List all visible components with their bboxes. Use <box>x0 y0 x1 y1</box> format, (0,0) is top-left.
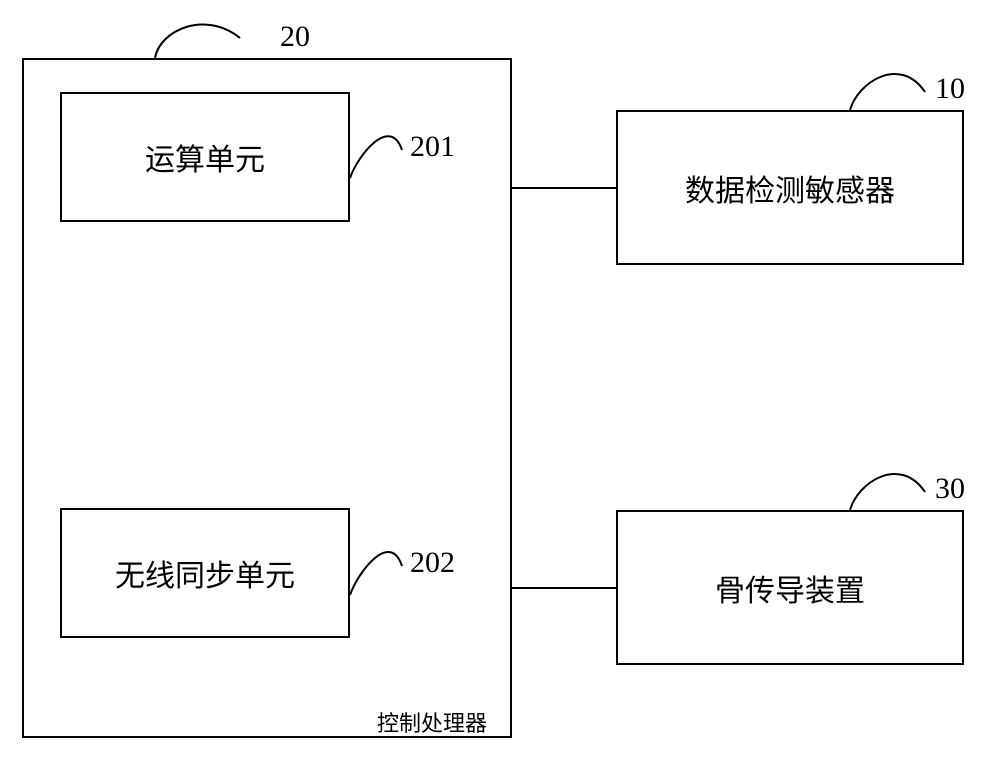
diagram-canvas: 控制处理器 运算单元 无线同步单元 数据检测敏感器 骨传导装置 20 201 2… <box>0 0 1000 770</box>
connectors-group <box>512 188 616 588</box>
block-compute-unit: 运算单元 <box>60 92 350 222</box>
block-wireless-sync-label: 无线同步单元 <box>115 551 295 595</box>
block-processor-caption: 控制处理器 <box>377 706 487 738</box>
block-bone-conduction-label: 骨传导装置 <box>715 566 865 610</box>
block-sensor-label: 数据检测敏感器 <box>685 166 895 210</box>
block-compute-unit-label: 运算单元 <box>145 135 265 179</box>
block-bone-conduction: 骨传导装置 <box>616 510 964 665</box>
callout-number-202: 202 <box>410 546 455 580</box>
callout-number-20: 20 <box>280 20 310 54</box>
callout-number-10: 10 <box>935 72 965 106</box>
block-wireless-sync: 无线同步单元 <box>60 508 350 638</box>
block-sensor: 数据检测敏感器 <box>616 110 964 265</box>
callout-number-201: 201 <box>410 130 455 164</box>
callout-number-30: 30 <box>935 472 965 506</box>
